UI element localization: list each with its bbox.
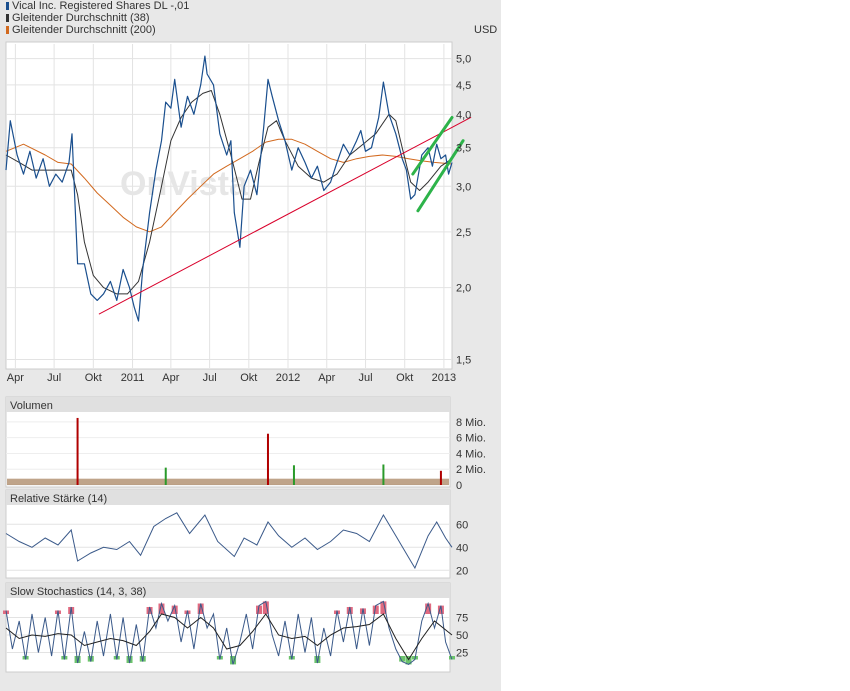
price-plot-area xyxy=(5,41,453,370)
price-x-tick-label: Apr xyxy=(7,372,24,384)
volume-bar xyxy=(439,470,442,485)
price-y-tick-label: 2,5 xyxy=(456,227,471,239)
currency-label: USD xyxy=(474,24,498,36)
rsi-y-axis: 60 40 20 xyxy=(456,519,468,577)
volume-y-tick-label: 2 Mio. xyxy=(456,464,486,476)
overbought-fill xyxy=(158,603,165,614)
legend-swatch xyxy=(6,2,9,11)
price-x-tick-label: Okt xyxy=(396,372,413,384)
oversold-fill xyxy=(230,656,237,665)
legend-label: Vical Inc. Registered Shares DL -,01 xyxy=(12,0,190,12)
volume-baseline-bars xyxy=(7,478,449,485)
legend-swatch xyxy=(6,14,9,23)
volume-bar xyxy=(292,465,295,485)
overbought-fill xyxy=(256,605,263,614)
legend-item-price: Vical Inc. Registered Shares DL -,01 xyxy=(6,0,189,13)
price-line xyxy=(5,55,453,322)
price-x-axis: Apr Jul Okt 2011 Apr Jul Okt 2012 Apr Jul Okt 2013 xyxy=(7,372,456,384)
stochastics-line-group xyxy=(3,600,455,665)
legend-swatch xyxy=(6,26,9,35)
rsi-header xyxy=(6,490,450,505)
rsi-y-tick-label: 60 xyxy=(456,519,468,531)
volume-title: Volumen xyxy=(10,400,53,412)
price-x-tick-label: Jul xyxy=(358,372,372,384)
rsi-title: Relative Stärke (14) xyxy=(10,493,107,505)
channel-trendline xyxy=(416,139,465,213)
volume-y-tick-label: 0 xyxy=(456,480,462,492)
volume-bar xyxy=(76,417,79,485)
stochastics-y-tick-label: 25 xyxy=(456,648,468,660)
overbought-fill xyxy=(171,605,178,614)
stochastics-y-tick-label: 50 xyxy=(456,630,468,642)
overbought-fill xyxy=(380,601,387,614)
rsi-y-tick-label: 40 xyxy=(456,542,468,554)
price-x-tick-label: 2012 xyxy=(276,372,300,384)
overbought-fill xyxy=(372,605,379,614)
rsi-line-group xyxy=(5,512,453,571)
channel-trendline xyxy=(411,115,454,176)
price-x-tick-label: Okt xyxy=(240,372,257,384)
ma200-line xyxy=(5,138,453,233)
support-trendline xyxy=(98,116,472,315)
stochastics-header xyxy=(6,583,450,598)
legend-item-ma38: Gleitender Durchschnitt (38) xyxy=(6,12,150,25)
volume-bars xyxy=(6,417,450,486)
legend-label: Gleitender Durchschnitt (38) xyxy=(12,12,150,24)
price-x-tick-label: Okt xyxy=(85,372,102,384)
price-y-tick-label: 4,5 xyxy=(456,80,471,92)
oversold-fill xyxy=(449,656,455,660)
volume-bar xyxy=(164,467,167,485)
price-y-tick-label: 5,0 xyxy=(456,54,471,66)
price-x-tick-label: Apr xyxy=(162,372,179,384)
stochastics-y-axis: 75 50 25 xyxy=(456,613,468,660)
overbought-fill xyxy=(425,603,432,614)
rsi-line xyxy=(5,512,453,570)
overbought-fill xyxy=(346,607,353,614)
legend-item-ma200: Gleitender Durchschnitt (200) xyxy=(6,24,156,37)
price-grid xyxy=(6,44,452,368)
stochastics-title: Slow Stochastics (14, 3, 38) xyxy=(10,586,146,598)
price-x-tick-label: 2013 xyxy=(432,372,456,384)
price-y-tick-label: 3,5 xyxy=(456,143,471,155)
stochastics-k-line xyxy=(5,600,453,665)
watermark: OnVista xyxy=(120,165,249,203)
volume-y-tick-label: 4 Mio. xyxy=(456,448,486,460)
overbought-fill xyxy=(197,603,204,614)
volume-bar xyxy=(382,464,385,485)
price-x-tick-label: Apr xyxy=(318,372,335,384)
volume-header xyxy=(6,397,450,412)
stock-chart: OnVista 5,0 4,5 4,0 3,5 3,0 2,5 2,0 1,5 Apr Jul O… xyxy=(3,41,486,673)
legend-label: Gleitender Durchschnitt (200) xyxy=(12,24,156,36)
volume-bar xyxy=(266,433,269,485)
price-series-group xyxy=(5,55,472,322)
volume-y-tick-label: 8 Mio. xyxy=(456,417,486,429)
volume-y-tick-label: 6 Mio. xyxy=(456,433,486,445)
oversold-fill xyxy=(126,656,133,663)
overbought-fill xyxy=(437,605,444,614)
price-x-tick-label: Jul xyxy=(203,372,217,384)
price-x-tick-label: Jul xyxy=(47,372,61,384)
price-y-tick-label: 2,0 xyxy=(456,283,471,295)
price-x-tick-label: 2011 xyxy=(121,372,145,384)
rsi-y-tick-label: 20 xyxy=(456,565,468,577)
volume-y-axis: 8 Mio. 6 Mio. 4 Mio. 2 Mio. 0 xyxy=(456,417,486,492)
overbought-fill xyxy=(262,601,269,614)
price-y-tick-label: 3,0 xyxy=(456,181,471,193)
stochastics-d-line xyxy=(5,613,453,661)
price-y-axis: 5,0 4,5 4,0 3,5 3,0 2,5 2,0 1,5 xyxy=(456,54,471,367)
oversold-fill xyxy=(399,656,406,662)
stochastics-y-tick-label: 75 xyxy=(456,613,468,625)
price-y-tick-label: 1,5 xyxy=(456,355,471,367)
price-y-tick-label: 4,0 xyxy=(456,109,471,121)
